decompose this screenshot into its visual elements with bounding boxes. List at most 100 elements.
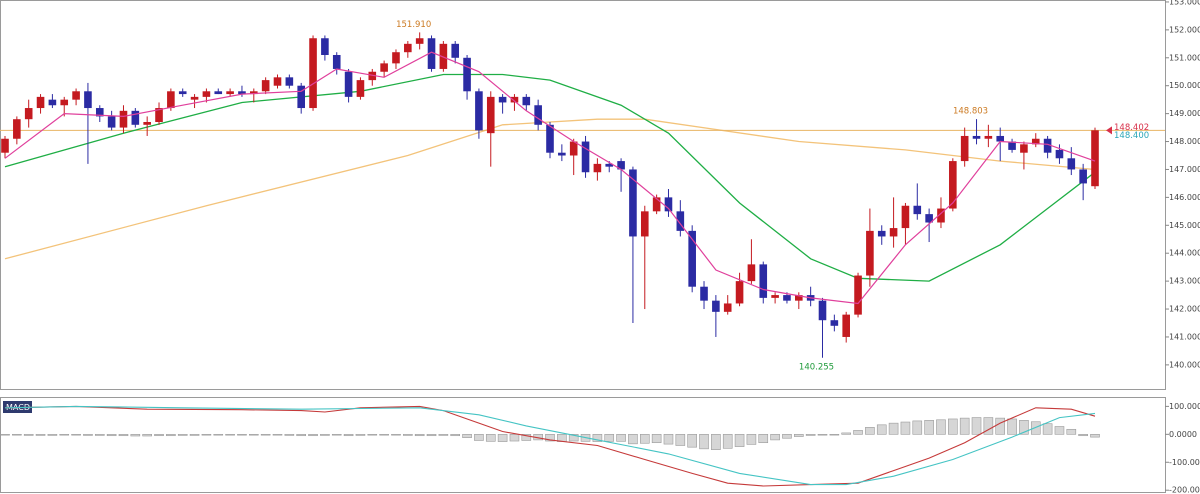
macd-histogram-bar [438, 434, 449, 436]
candle-body [1043, 138, 1052, 153]
signal-line [4, 405, 1096, 486]
macd-histogram-bar [426, 434, 437, 437]
macd-histogram-bar [900, 421, 911, 435]
macd-histogram-bar [237, 434, 247, 436]
macd-histogram-bar [1090, 434, 1100, 438]
candle-body [629, 169, 637, 237]
candle-body [309, 38, 317, 109]
macd-histogram-bar [94, 434, 105, 436]
candle-body [250, 91, 258, 95]
macd-histogram-bar [509, 434, 520, 442]
candle-body [356, 80, 365, 97]
macd-histogram-bar [485, 434, 496, 442]
candle-body [877, 230, 886, 237]
macd-histogram-bar [474, 434, 484, 441]
price-annotation: 140.255 [799, 362, 834, 372]
macd-histogram-bar [758, 434, 769, 444]
macd-histogram-bar [249, 434, 259, 436]
candle-body [593, 163, 602, 173]
candle-body [48, 99, 57, 106]
candle-body [380, 63, 388, 72]
candle-body [1, 138, 9, 153]
macd-histogram-bar [177, 434, 188, 436]
macd-histogram-bar [35, 434, 46, 436]
candle-body [273, 77, 282, 86]
candle-body [996, 135, 1005, 142]
macd-histogram-bar [130, 434, 141, 437]
candle-body [1091, 130, 1099, 187]
candle-body [261, 80, 270, 92]
macd-histogram-bar [545, 434, 555, 442]
macd-histogram-bar [142, 434, 152, 437]
candle-body [830, 320, 839, 326]
candle-body [498, 96, 507, 103]
macd-histogram-bar [651, 434, 662, 444]
macd-histogram-bar [722, 434, 733, 449]
candle-body [439, 43, 448, 69]
candle-body [24, 108, 33, 120]
macd-histogram-bar [296, 434, 306, 437]
macd-histogram-bar [47, 434, 58, 436]
candle-body [238, 91, 246, 95]
candle-body [72, 91, 80, 100]
macd-histogram-bar [201, 434, 212, 436]
macd-histogram-bar [355, 434, 366, 436]
candle-body [949, 161, 957, 209]
macd-histogram-bar [284, 434, 295, 436]
macd-histogram-bar [782, 434, 792, 439]
y-tick-label: 150.000 [1169, 81, 1200, 90]
macd-histogram-bar [166, 434, 176, 437]
candle-body [901, 205, 910, 229]
y-tick-label: -200.0000 [1169, 486, 1200, 494]
candle-body [972, 135, 981, 139]
macd-histogram-bar [225, 434, 235, 436]
macd-histogram-bar [841, 432, 851, 435]
y-tick-label: 146.000 [1169, 193, 1200, 202]
candle-body [202, 91, 211, 97]
macd-histogram-bar [853, 430, 863, 435]
macd-histogram-bar [106, 434, 117, 437]
candle-body [321, 38, 329, 55]
macd-histogram-bar [260, 434, 271, 436]
candle-body [1079, 169, 1087, 184]
candle-body [605, 163, 614, 167]
y-tick-label: 153.000 [1169, 0, 1200, 6]
candle-body [984, 135, 993, 139]
macd-histogram-bar [959, 417, 970, 435]
candle-body [581, 141, 590, 173]
macd-histogram-bar [734, 434, 745, 447]
y-tick-label: 147.000 [1169, 165, 1200, 174]
macd-histogram-bar [1054, 426, 1065, 435]
macd-histogram-bar [1066, 428, 1077, 435]
macd-histogram-bar [414, 434, 425, 437]
candle-body [700, 286, 708, 301]
candle-body [558, 152, 566, 156]
y-tick-label: 151.000 [1169, 53, 1200, 62]
macd-histogram-bar [711, 434, 721, 450]
macd-line [4, 405, 1096, 487]
bid-label: 148.400 [1114, 131, 1149, 141]
macd-histogram-bar [628, 434, 638, 445]
moving-average-long [4, 118, 1096, 260]
macd-histogram-bar [639, 434, 650, 444]
candle-body [1055, 149, 1064, 159]
y-tick-label: 0.0000 [1169, 430, 1197, 439]
macd-histogram-bar [320, 434, 330, 436]
macd-histogram-bar [948, 418, 958, 435]
candle-body [723, 303, 732, 312]
price-annotation: 151.910 [396, 20, 431, 30]
candle-body [795, 295, 803, 301]
candle-body [546, 124, 554, 153]
candle-body [1008, 141, 1016, 150]
macd-histogram-bar [497, 434, 508, 442]
candle-body [13, 119, 21, 139]
y-tick-label: 141.000 [1169, 332, 1200, 341]
macd-histogram-bar [936, 419, 946, 435]
y-tick-label: 145.000 [1169, 221, 1200, 230]
candle-body [285, 77, 294, 86]
macd-histogram-bar [367, 434, 378, 436]
candle-body [214, 91, 223, 95]
moving-average-short [4, 51, 1096, 305]
candle-body [486, 96, 495, 134]
macd-histogram-bar [817, 434, 828, 436]
